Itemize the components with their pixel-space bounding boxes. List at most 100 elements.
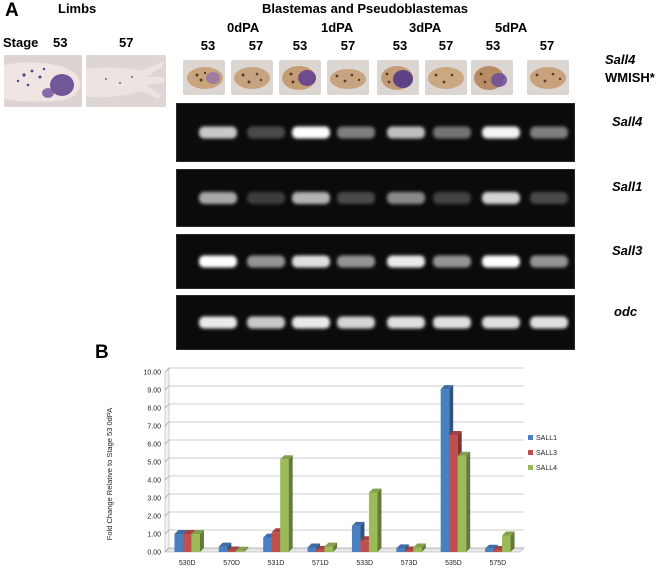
gel-band xyxy=(433,255,471,268)
bar-side xyxy=(377,488,382,552)
gridline-side xyxy=(164,511,170,517)
gel-band xyxy=(247,192,285,204)
gel-band xyxy=(292,126,330,139)
legend-swatch-sall4 xyxy=(528,465,533,470)
x-tick-label: 573D xyxy=(401,560,418,567)
gel-band xyxy=(337,316,375,329)
blastemas-header: Blastemas and Pseudoblastemas xyxy=(262,1,468,16)
gel-band xyxy=(482,255,520,268)
bar-side xyxy=(244,546,249,552)
gel-band xyxy=(199,192,237,204)
gel-label-sall3: Sall3 xyxy=(612,243,643,258)
y-tick-label: 5.00 xyxy=(147,460,161,467)
legend-swatch-sall1 xyxy=(528,435,533,440)
limb-stage-57-photo xyxy=(86,55,166,107)
bar-sall1-570d xyxy=(218,546,228,552)
bar-sall3-573d xyxy=(404,550,414,552)
y-axis-label: Fold Change Relative to Stage 53 0dPA xyxy=(105,408,114,540)
bar-top xyxy=(324,542,338,547)
gel-band xyxy=(482,192,520,204)
fold-change-chart: 0.00 1.00 2.00 3.00 4.00 5.00 6.00 7.00 8.00 9.00… xyxy=(105,367,557,567)
gridline-side xyxy=(164,457,170,463)
gridline-side xyxy=(164,403,170,409)
bar-sall4-575d xyxy=(502,535,511,552)
stage-label: Stage xyxy=(3,35,39,50)
bar-side xyxy=(510,531,515,552)
bar-sall1-575d xyxy=(485,548,494,552)
bar-sall1-533d xyxy=(351,525,361,552)
wmish-thumb xyxy=(279,60,321,95)
chart-bars xyxy=(174,385,515,552)
timepoint-5dpa: 5dPA xyxy=(495,20,528,35)
wmish-thumb xyxy=(183,60,225,95)
bar-side xyxy=(288,455,293,552)
bar-sall4-533d xyxy=(368,492,378,552)
gel-band xyxy=(530,192,568,204)
y-tick-label: 6.00 xyxy=(147,442,161,449)
bar-top xyxy=(174,530,187,534)
gridline-side xyxy=(164,385,170,391)
gel-sall3 xyxy=(176,234,575,289)
bar-top xyxy=(351,521,365,526)
limb-stage-53-photo xyxy=(4,55,82,107)
gel-band xyxy=(247,126,285,139)
gel-band xyxy=(199,316,237,329)
y-tick-label: 8.00 xyxy=(147,406,161,413)
legend-label-sall1: SALL1 xyxy=(536,435,557,442)
limb-stage-57: 57 xyxy=(119,35,134,50)
bar-sall3-530d xyxy=(182,534,192,552)
bar-top xyxy=(235,546,249,551)
lane-stage: 57 xyxy=(340,38,356,53)
bar-side xyxy=(333,542,338,552)
y-tick-label: 7.00 xyxy=(147,424,161,431)
timepoint-1dpa: 1dPA xyxy=(321,20,354,35)
x-tick-label: 531D xyxy=(268,560,285,567)
gel-label-odc: odc xyxy=(614,304,638,319)
bar-top xyxy=(449,431,462,435)
gel-band xyxy=(292,255,330,268)
gel-band xyxy=(199,255,237,268)
gel-band xyxy=(482,316,520,329)
gel-band xyxy=(530,255,568,268)
y-tick-label: 2.00 xyxy=(147,514,161,521)
y-tick-label: 0.00 xyxy=(147,550,161,557)
wmish-thumb xyxy=(231,60,273,95)
bar-side xyxy=(466,451,471,552)
wmish-thumb xyxy=(377,60,419,95)
bar-top xyxy=(413,543,426,548)
bar-top xyxy=(396,544,409,549)
x-tick-label: 571D xyxy=(312,560,329,567)
x-tick-label: 570D xyxy=(223,560,240,567)
bar-sall4-531d xyxy=(280,459,289,552)
gridline-side xyxy=(164,493,170,499)
gel-band xyxy=(199,126,237,139)
panel-b-letter: B xyxy=(95,342,109,363)
wmish-thumb xyxy=(471,60,513,95)
bar-top xyxy=(280,455,293,460)
wmish-thumb xyxy=(527,60,569,95)
gridline-side xyxy=(164,439,170,445)
bar-sall1-530d xyxy=(174,534,183,552)
bar-sall3-531d xyxy=(271,532,281,552)
bar-sall1-535d xyxy=(440,389,450,552)
wmish-thumb xyxy=(327,60,369,95)
bar-sall1-571d xyxy=(307,547,317,552)
bar-top xyxy=(227,546,240,551)
lane-stage: 57 xyxy=(248,38,264,53)
limb-stage-53: 53 xyxy=(53,35,68,50)
gridline-side xyxy=(164,475,170,481)
gel-band xyxy=(387,255,425,268)
gel-band xyxy=(433,192,471,204)
bar-sall3-570d xyxy=(227,550,236,552)
bar-sall3-535d xyxy=(449,435,458,552)
gel-band xyxy=(433,316,471,329)
bar-side xyxy=(421,543,426,552)
wmish-gene-label: Sall4 xyxy=(605,52,636,67)
bar-sall1-531d xyxy=(263,537,272,552)
y-tick-label: 10.00 xyxy=(143,370,161,377)
bar-sall4-530d xyxy=(191,534,200,552)
gridline-side xyxy=(164,421,170,427)
y-tick-label: 3.00 xyxy=(147,496,161,503)
legend-label-sall4: SALL4 xyxy=(536,465,557,472)
chart-legend: SALL1 SALL3 SALL4 xyxy=(528,435,557,472)
